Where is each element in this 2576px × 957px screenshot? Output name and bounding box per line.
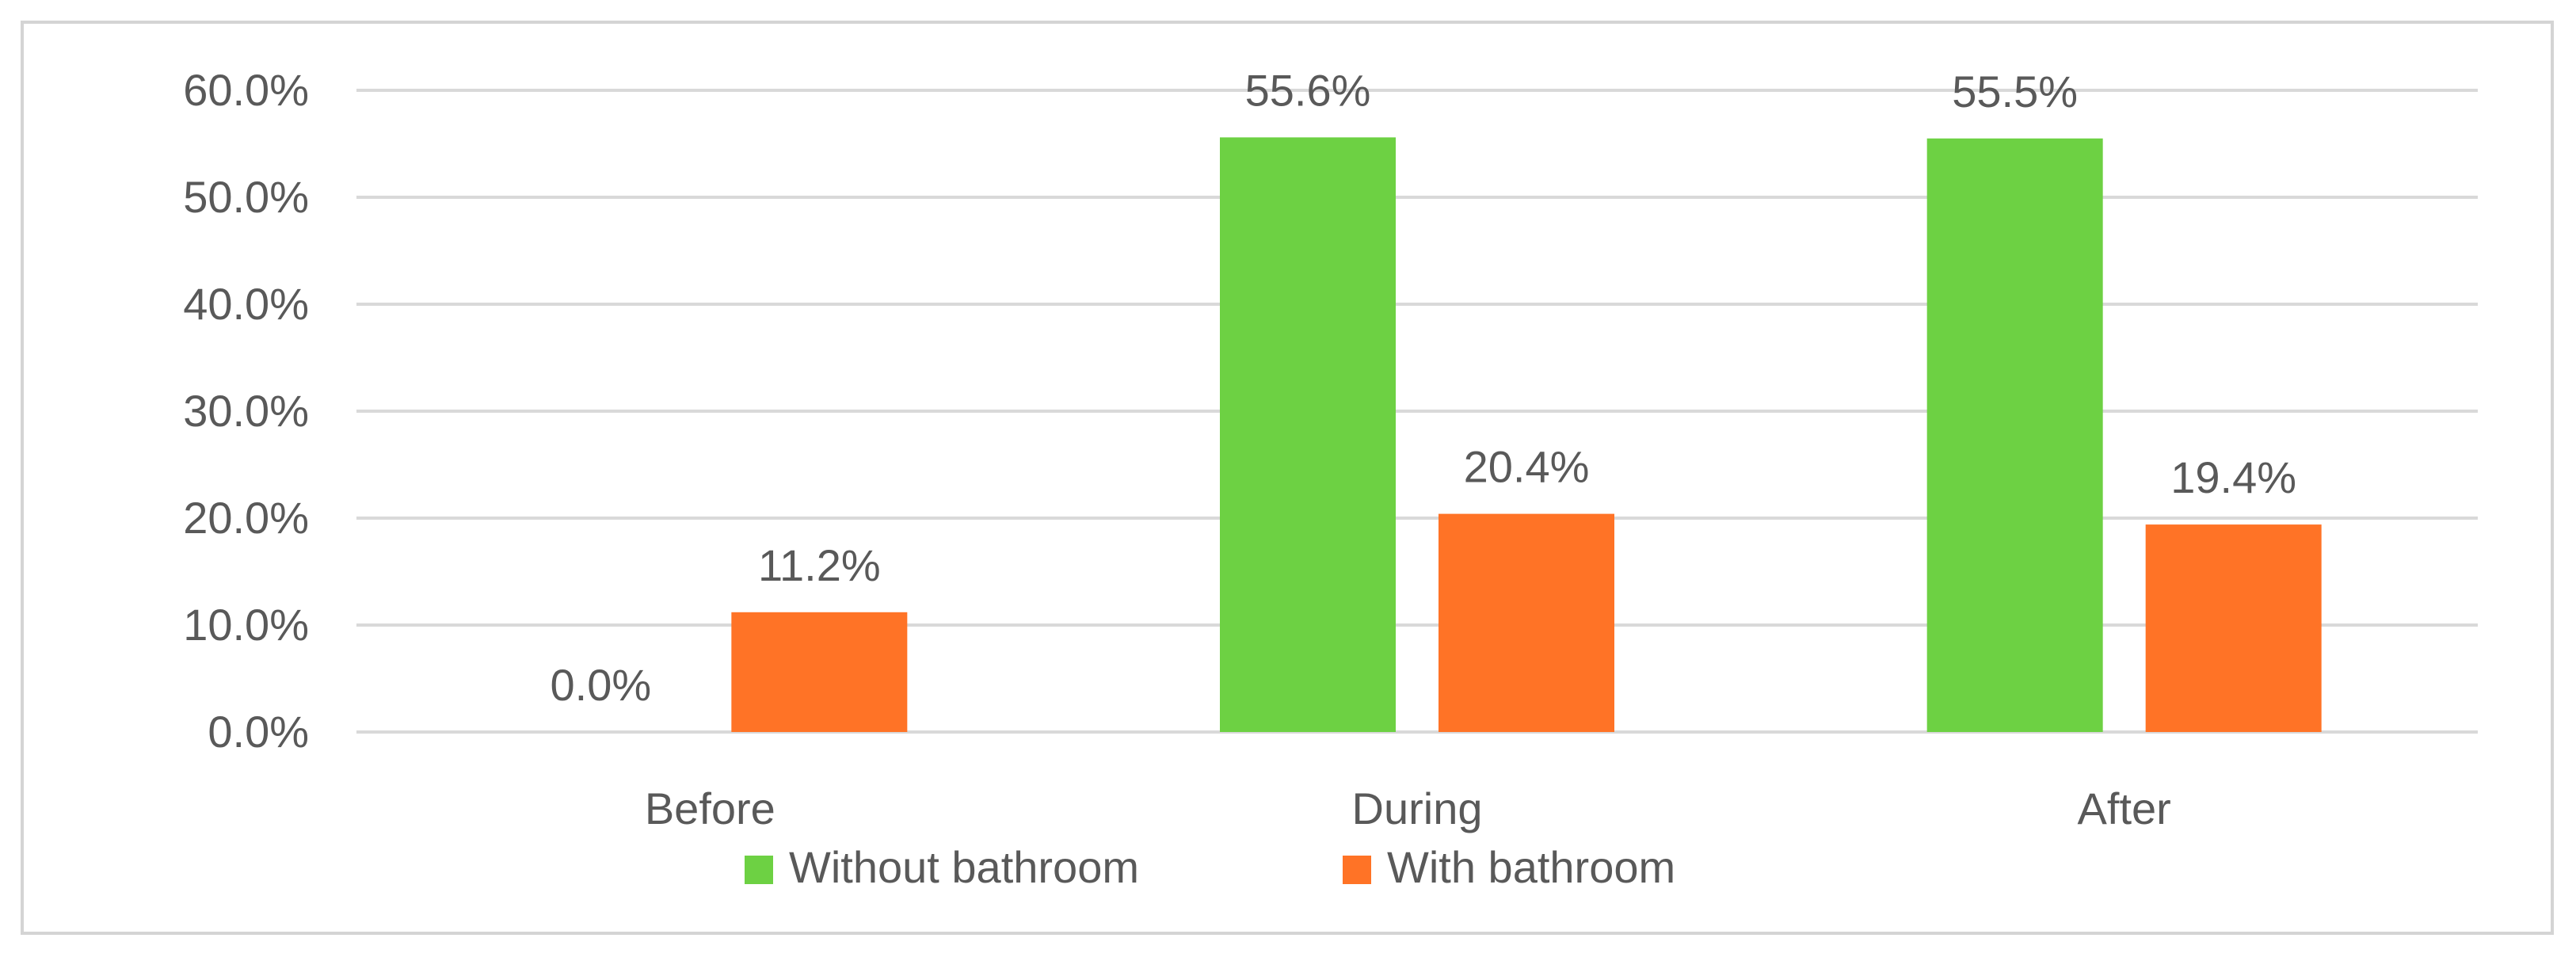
x-category-label: During [1352,784,1483,833]
bar-with-bathroom-during [1439,513,1614,732]
x-category-label: After [2078,784,2171,833]
legend: Without bathroom With bathroom [745,842,1675,892]
legend-label: Without bathroom [789,842,1139,892]
y-tick-label: 0.0% [208,707,309,757]
y-tick-label: 20.0% [183,493,309,543]
legend-label: With bathroom [1387,842,1675,892]
data-labels: 0.0% 11.2% 55.6% 20.4% 55.5% 19.4% [551,65,2297,710]
y-tick-label: 60.0% [183,65,309,115]
bars [731,137,2322,732]
data-label: 19.4% [2170,452,2296,502]
y-tick-label: 10.0% [183,600,309,650]
bar-with-bathroom-after [2145,524,2322,732]
data-label: 55.5% [1952,67,2078,116]
data-label: 55.6% [1245,65,1371,115]
data-label: 0.0% [551,660,652,710]
data-label: 11.2% [758,540,881,590]
x-category-label: Before [645,784,775,833]
gridlines [356,89,2478,734]
y-tick-label: 30.0% [183,386,309,436]
bar-without-bathroom-after [1926,138,2103,732]
y-tick-label: 40.0% [183,279,309,329]
bar-without-bathroom-during [1220,137,1396,732]
bar-with-bathroom-before [731,612,908,732]
legend-swatch [745,856,773,884]
y-axis-tick-labels: 0.0% 10.0% 20.0% 30.0% 40.0% 50.0% 60.0% [183,65,309,757]
data-label: 20.4% [1464,442,1590,492]
y-tick-label: 50.0% [183,172,309,222]
x-axis-category-labels: Before During After [645,784,2171,833]
legend-swatch [1343,856,1371,884]
